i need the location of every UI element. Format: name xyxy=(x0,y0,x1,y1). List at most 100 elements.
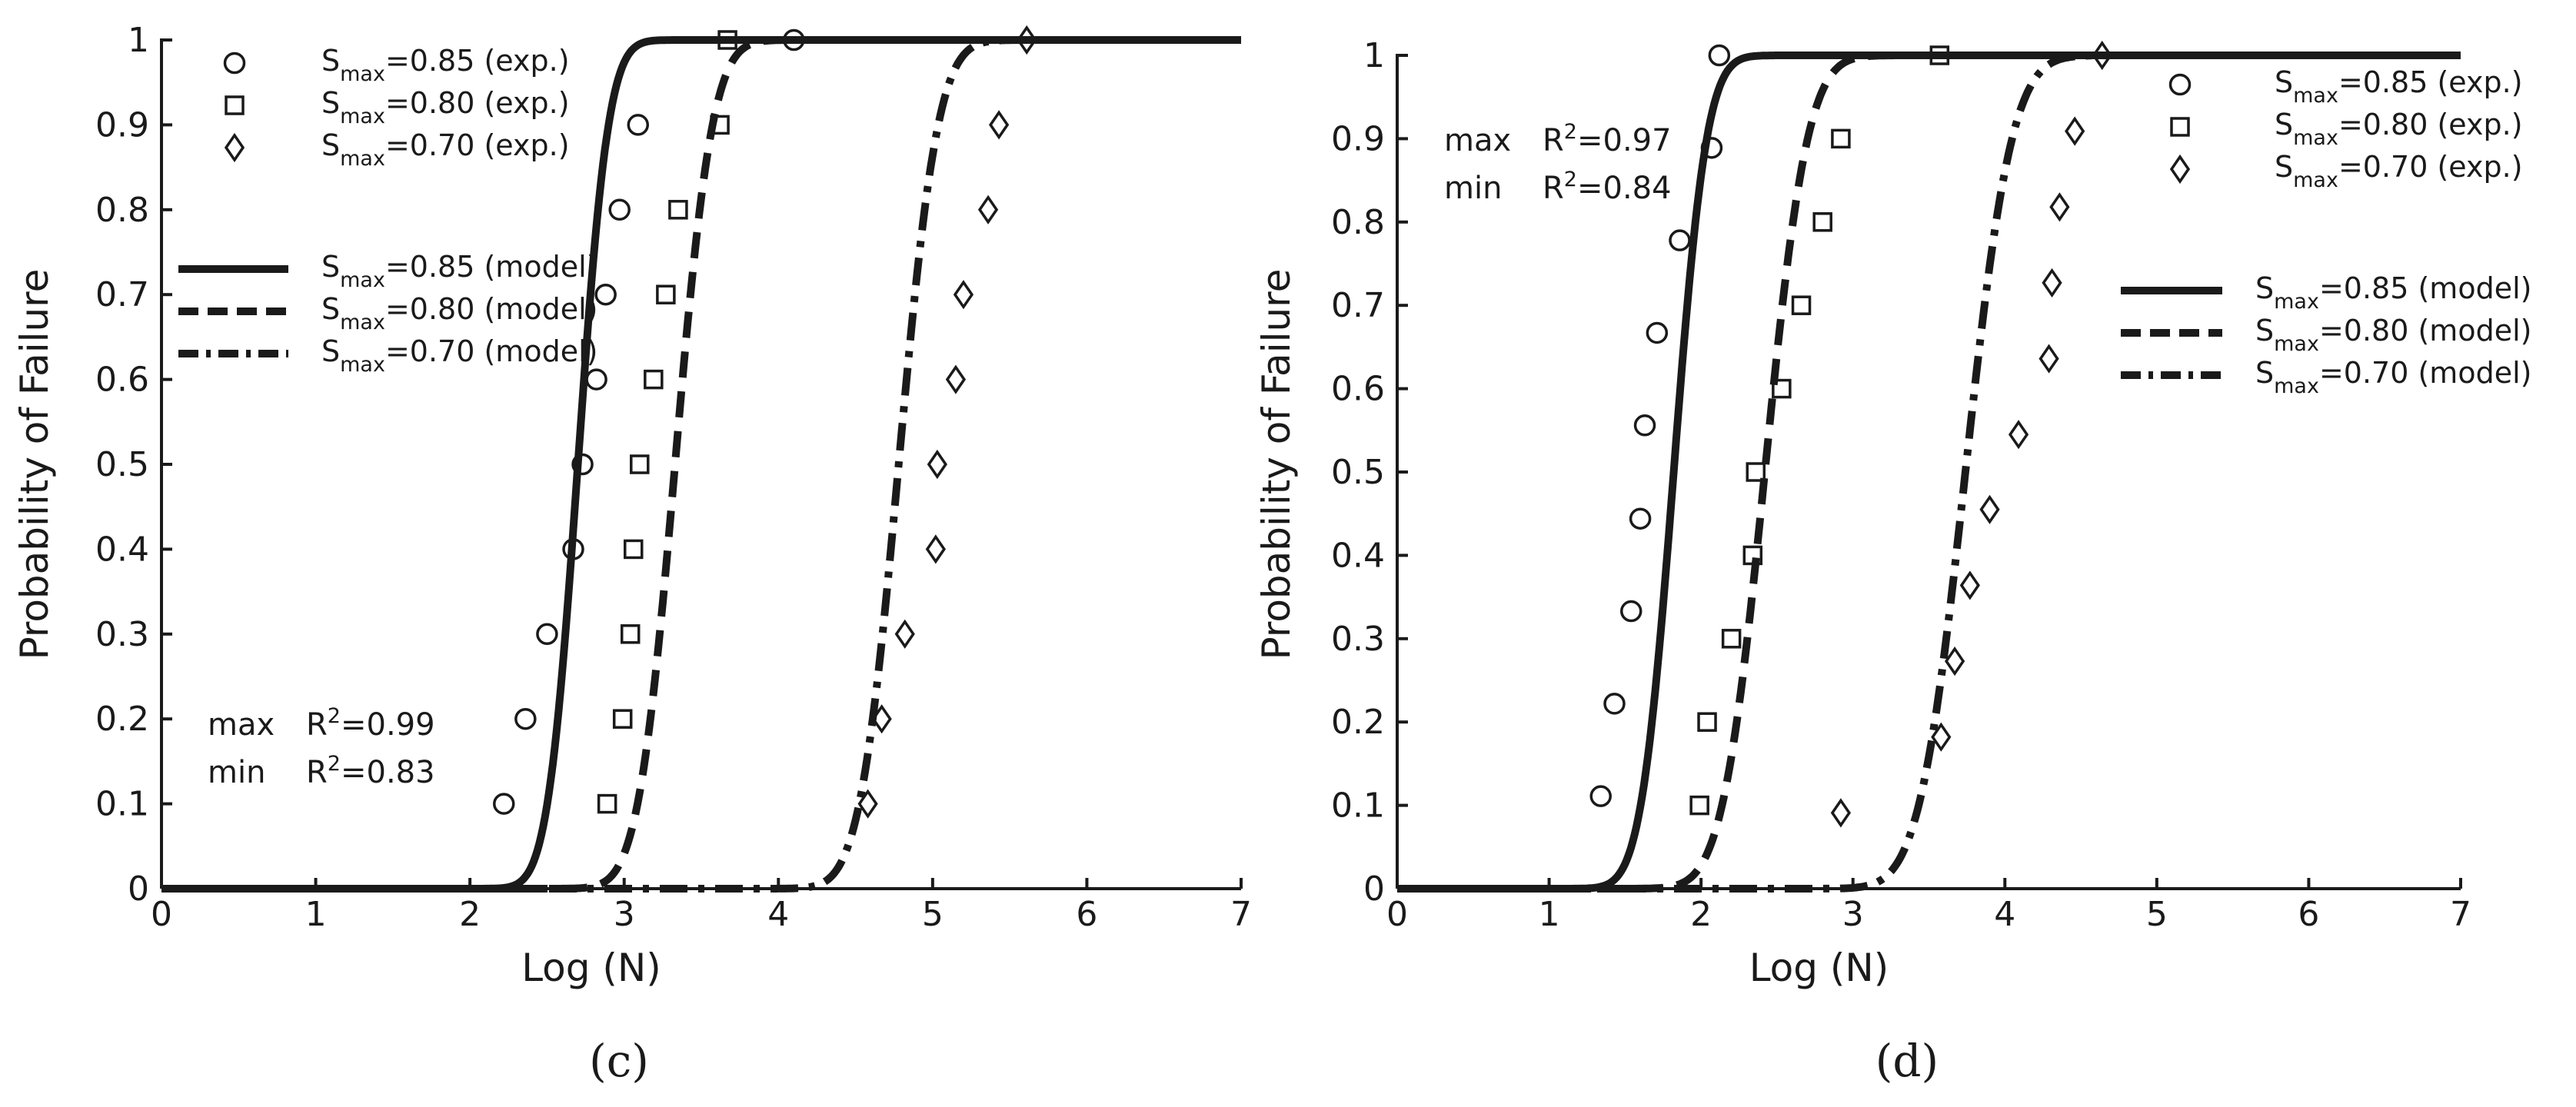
y-tick-label: 0.8 xyxy=(1331,203,1385,242)
y-tick-label: 0.2 xyxy=(95,700,149,739)
data-point-diamond xyxy=(2049,192,2070,222)
data-point-circle xyxy=(594,283,617,306)
legend-marker-circle xyxy=(2168,73,2192,96)
data-point-circle xyxy=(783,28,805,52)
data-point-square xyxy=(630,454,650,474)
x-tick-label: 4 xyxy=(1994,895,2015,934)
x-tick-label: 7 xyxy=(1230,895,1252,934)
y-tick-label: 0.6 xyxy=(1331,370,1385,409)
legend-marker-circle xyxy=(223,52,246,75)
y-tick-label: 0.2 xyxy=(1331,703,1385,742)
legend-label: Smax=0.85 (model) xyxy=(321,250,597,292)
r2-max-label: max xyxy=(1444,123,1511,158)
data-point-square xyxy=(717,30,737,50)
data-point-diamond xyxy=(1830,798,1852,828)
data-point-circle xyxy=(1589,785,1612,807)
y-tick-label: 0.5 xyxy=(1331,453,1385,492)
x-tick-label: 0 xyxy=(151,895,172,934)
data-point-square xyxy=(1772,378,1792,399)
x-tick-label: 2 xyxy=(1690,895,1712,934)
data-point-diamond xyxy=(2092,40,2112,71)
data-point-diamond xyxy=(1959,570,1980,600)
y-tick-label: 0.7 xyxy=(1331,286,1385,325)
data-point-diamond xyxy=(2042,268,2062,298)
data-point-circle xyxy=(585,368,607,391)
data-point-diamond xyxy=(2008,420,2029,450)
legend-label: Smax=0.85 (exp.) xyxy=(321,44,570,86)
x-tick-label: 0 xyxy=(1386,895,1408,934)
y-tick-label: 0.9 xyxy=(1331,119,1385,158)
x-tick-label: 5 xyxy=(922,895,944,934)
data-point-diamond xyxy=(1931,722,1952,752)
data-point-square xyxy=(1791,295,1812,315)
legend-marker-diamond xyxy=(224,132,245,163)
legend-label: Smax=0.80 (model) xyxy=(321,292,597,334)
legend-label: Smax=0.70 (model) xyxy=(2255,356,2531,398)
panel-caption: (d) xyxy=(1875,1035,1939,1087)
data-point-circle xyxy=(608,198,631,221)
data-point-circle xyxy=(627,114,650,136)
data-point-square xyxy=(597,793,617,814)
y-tick-label: 0.8 xyxy=(95,191,149,230)
x-tick-label: 1 xyxy=(1539,895,1560,934)
y-tick-label: 1 xyxy=(128,21,149,60)
data-point-square xyxy=(668,200,688,220)
y-tick-label: 0.4 xyxy=(1331,536,1385,575)
data-point-circle xyxy=(1620,600,1642,623)
r2-min-label: min xyxy=(208,755,265,790)
data-point-square xyxy=(1812,212,1832,232)
data-point-diamond xyxy=(2065,116,2085,146)
data-point-square xyxy=(1689,795,1709,816)
x-tick-label: 7 xyxy=(2450,895,2471,934)
x-tick-label: 4 xyxy=(767,895,789,934)
y-tick-label: 0.4 xyxy=(95,530,149,569)
data-point-diamond xyxy=(1017,25,1037,55)
data-point-square xyxy=(1742,545,1763,566)
data-point-square xyxy=(1746,462,1766,482)
data-point-circle xyxy=(493,793,515,815)
data-point-diamond xyxy=(988,110,1010,140)
data-point-square xyxy=(1721,629,1742,649)
data-point-diamond xyxy=(953,280,974,310)
x-tick-label: 5 xyxy=(2146,895,2168,934)
data-point-square xyxy=(612,709,633,729)
data-point-diamond xyxy=(1979,494,2000,524)
data-point-circle xyxy=(1700,137,1723,159)
y-tick-label: 0.5 xyxy=(95,445,149,484)
y-tick-label: 0.7 xyxy=(95,275,149,314)
y-tick-label: 1 xyxy=(1363,36,1385,75)
r2-min-value: R2=0.83 xyxy=(306,752,435,790)
legend-label: Smax=0.70 (exp.) xyxy=(321,128,570,171)
model-curve-dashdot xyxy=(159,36,1243,893)
data-point-square xyxy=(710,115,730,135)
y-tick-label: 0.1 xyxy=(1331,786,1385,826)
legend-label: Smax=0.85 (exp.) xyxy=(2275,65,2523,108)
data-point-diamond xyxy=(925,534,946,564)
panel-caption: (c) xyxy=(589,1035,649,1087)
legend-label: Smax=0.80 (exp.) xyxy=(321,86,570,128)
data-point-circle xyxy=(1646,321,1669,344)
legend-marker-square xyxy=(225,95,245,115)
data-point-diamond xyxy=(1944,646,1965,676)
x-axis-label: Log (N) xyxy=(1749,946,1889,990)
data-point-square xyxy=(1929,45,1950,65)
data-point-diamond xyxy=(857,789,878,819)
data-point-circle xyxy=(1603,693,1626,715)
data-point-square xyxy=(623,539,644,560)
x-axis-label: Log (N) xyxy=(521,946,661,990)
data-point-square xyxy=(1697,712,1717,732)
r2-max-value: R2=0.97 xyxy=(1543,120,1672,158)
x-tick-label: 2 xyxy=(459,895,481,934)
chart-panel-d: 0 1 2 3 4 5 6 7 0 0.1 0.2 0.3 0.4 0.5 0.6 0.7 0.8 0.9 1 Log… xyxy=(1254,36,2531,1087)
data-point-diamond xyxy=(945,364,967,394)
r2-min-value: R2=0.84 xyxy=(1543,168,1672,206)
y-tick-label: 0.6 xyxy=(95,361,149,400)
legend-label: Smax=0.70 (model) xyxy=(321,334,597,377)
y-tick-label: 0 xyxy=(128,869,149,909)
legend-label: Smax=0.85 (model) xyxy=(2255,271,2531,314)
model-curve-dashdot xyxy=(1395,52,2463,893)
data-point-diamond xyxy=(894,619,915,649)
x-tick-label: 1 xyxy=(305,895,327,934)
data-point-diamond xyxy=(2039,344,2059,374)
